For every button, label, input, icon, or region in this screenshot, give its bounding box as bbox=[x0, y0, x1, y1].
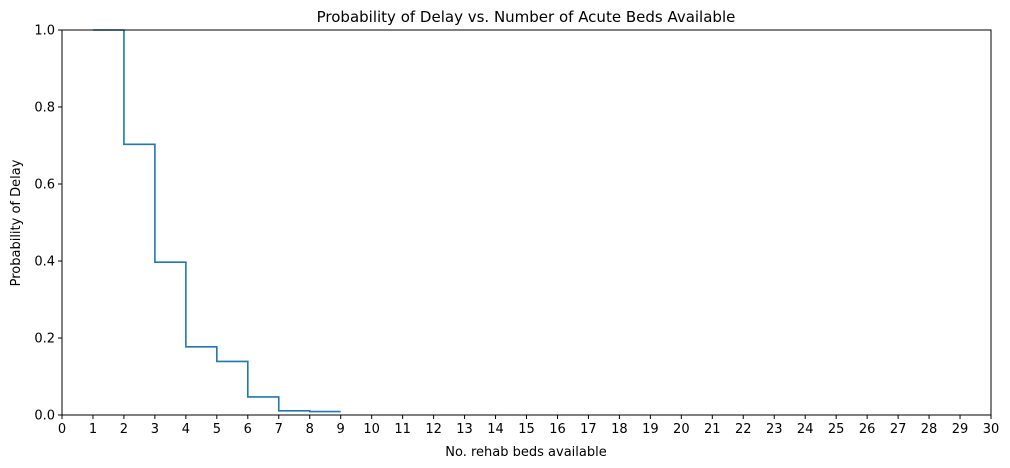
chart-title: Probability of Delay vs. Number of Acute… bbox=[317, 8, 736, 26]
x-tick-label: 29 bbox=[952, 422, 969, 437]
x-tick-label: 25 bbox=[828, 422, 845, 437]
x-tick-label: 8 bbox=[306, 422, 314, 437]
x-tick-label: 24 bbox=[797, 422, 814, 437]
series-line-0 bbox=[92, 29, 341, 413]
x-tick-label: 1 bbox=[89, 422, 97, 437]
x-tick-label: 14 bbox=[487, 422, 504, 437]
plot-area: 0 1 2 3 4 5 6 7 8 9 10 11 12 13 14 15 16 17 18 19 20 21 22 23 24… bbox=[34, 24, 999, 438]
x-tick-label: 11 bbox=[394, 422, 411, 437]
y-tick-label: 0.4 bbox=[34, 255, 55, 270]
y-axis-label: Probability of Delay bbox=[9, 159, 24, 286]
x-tick-label: 10 bbox=[363, 422, 380, 437]
x-tick-label: 4 bbox=[182, 422, 190, 437]
axes-frame bbox=[61, 29, 992, 416]
y-tick-label: 0.2 bbox=[34, 332, 55, 347]
x-tick-label: 2 bbox=[120, 422, 128, 437]
x-tick-label: 3 bbox=[151, 422, 159, 437]
x-tick-label: 9 bbox=[337, 422, 345, 437]
x-tick-label: 27 bbox=[890, 422, 907, 437]
x-tick-label: 5 bbox=[213, 422, 221, 437]
x-tick-label: 21 bbox=[704, 422, 721, 437]
x-tick-label: 28 bbox=[921, 422, 938, 437]
x-tick-label: 17 bbox=[580, 422, 597, 437]
x-tick-label: 18 bbox=[611, 422, 628, 437]
x-tick-label: 19 bbox=[642, 422, 659, 437]
x-tick-label: 16 bbox=[549, 422, 566, 437]
x-tick-label: 30 bbox=[983, 422, 1000, 437]
x-tick-label: 26 bbox=[859, 422, 876, 437]
x-axis-label: No. rehab beds available bbox=[445, 445, 606, 460]
x-tick-label: 0 bbox=[58, 422, 66, 437]
x-tick-label: 7 bbox=[275, 422, 283, 437]
x-tick-label: 22 bbox=[735, 422, 752, 437]
x-tick-label: 23 bbox=[766, 422, 783, 437]
x-tick-label: 13 bbox=[456, 422, 473, 437]
y-tick-label: 0.0 bbox=[34, 409, 55, 424]
y-tick-label: 1.0 bbox=[34, 24, 55, 39]
x-tick-label: 6 bbox=[244, 422, 252, 437]
x-tick-label: 20 bbox=[673, 422, 690, 437]
y-tick-label: 0.6 bbox=[34, 178, 55, 193]
x-tick-label: 12 bbox=[425, 422, 442, 437]
y-tick-label: 0.8 bbox=[34, 101, 55, 116]
x-tick-label: 15 bbox=[518, 422, 535, 437]
